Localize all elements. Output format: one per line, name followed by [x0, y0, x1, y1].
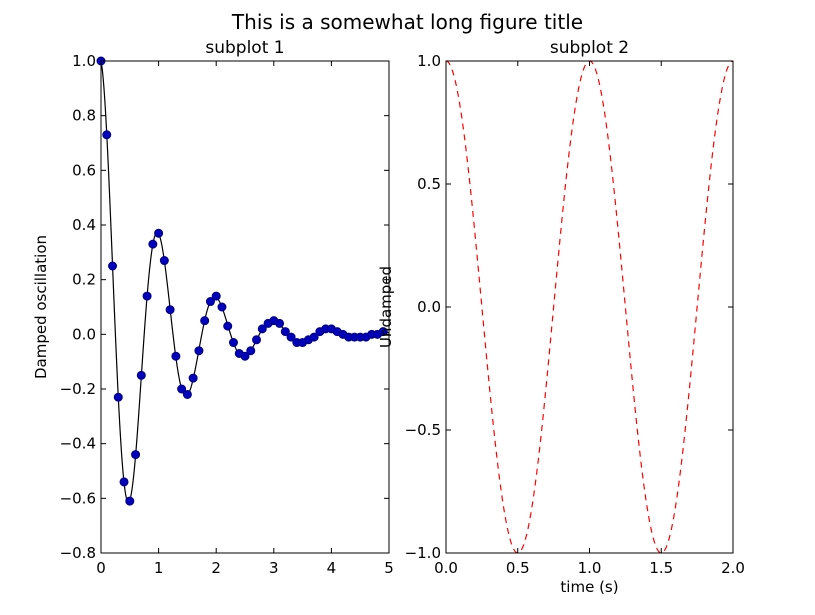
subplot-2-frame: [445, 60, 734, 554]
marker-point: [205, 297, 215, 307]
subplot-2-plot-area: [446, 61, 733, 553]
marker-point: [131, 450, 141, 460]
x-tick-label: 4: [327, 559, 337, 577]
marker-point: [165, 305, 175, 315]
subplot-1-title: subplot 1: [205, 38, 284, 58]
marker-point: [240, 351, 250, 361]
marker-point: [108, 261, 118, 271]
marker-point: [194, 346, 204, 356]
x-tick-label: 2.0: [721, 559, 745, 577]
subplot-1-ylabel: Damped oscillation: [32, 235, 50, 379]
marker-point: [177, 384, 187, 394]
x-tick-label: 5: [384, 559, 394, 577]
y-tick-label: 0.5: [417, 175, 441, 193]
subplot-2-title: subplot 2: [550, 38, 629, 58]
y-tick-label: 0.2: [72, 271, 96, 289]
marker-point: [200, 316, 210, 326]
marker-point: [154, 228, 164, 238]
y-tick-label: 0.8: [72, 107, 96, 125]
y-tick-label: 0.4: [72, 216, 96, 234]
y-tick-label: 0.0: [417, 298, 441, 316]
y-tick-label: −0.5: [405, 421, 441, 439]
marker-point: [228, 338, 238, 348]
x-tick-label: 0.0: [434, 559, 458, 577]
y-tick-label: 1.0: [72, 52, 96, 70]
marker-point: [223, 321, 233, 331]
marker-point: [171, 351, 181, 361]
y-tick-label: −0.4: [60, 435, 96, 453]
marker-point: [246, 346, 256, 356]
y-tick-label: −0.8: [60, 544, 96, 562]
subplot-1: subplot 1 Damped oscillation 0 1 2 3 4 5 −0.8 −…: [32, 38, 394, 577]
subplot-2: subplot 2 Undamped time (s) 0.0 0.5 1.0 1.5…: [377, 38, 745, 596]
marker-point: [286, 332, 296, 342]
x-tick-label: 1.5: [649, 559, 673, 577]
subplot-1-plot-area: [101, 61, 389, 553]
y-tick-label: −0.6: [60, 489, 96, 507]
marker-point: [113, 392, 123, 402]
x-tick-label: 1: [154, 559, 164, 577]
subplot-1-series-layer: [96, 56, 390, 506]
marker-point: [217, 302, 227, 312]
y-tick-label: −1.0: [405, 544, 441, 562]
subplot-2-xlabel: time (s): [560, 578, 618, 596]
marker-point: [142, 291, 152, 301]
y-tick-label: 0.0: [72, 325, 96, 343]
marker-point: [182, 389, 192, 399]
marker-point: [119, 477, 129, 487]
marker-point: [275, 318, 285, 328]
y-tick-label: 0.6: [72, 161, 96, 179]
subplot-2-ylabel: Undamped: [377, 266, 395, 348]
subplot-2-ticks-layer: 0.0 0.5 1.0 1.5 2.0 −1.0 −0.5 0.0 0.5 1.0: [405, 52, 745, 577]
figure-suptitle: This is a somewhat long figure title: [231, 10, 583, 34]
marker-point: [148, 239, 158, 249]
subplot-1-frame: [100, 60, 390, 554]
marker-point: [378, 327, 388, 337]
marker-point: [211, 291, 221, 301]
x-tick-label: 3: [269, 559, 279, 577]
marker-point: [159, 256, 169, 266]
y-tick-label: 1.0: [417, 52, 441, 70]
marker-point: [280, 327, 290, 337]
marker-point: [125, 496, 135, 506]
x-tick-label: 0: [96, 559, 106, 577]
marker-point: [309, 332, 319, 342]
marker-point: [257, 324, 267, 334]
subplot-1-ticks-layer: 0 1 2 3 4 5 −0.8 −0.6 −0.4 −0.2 0.0 0.2 0.4 0.6 0.8 1.0: [60, 52, 394, 577]
x-tick-label: 0.5: [506, 559, 530, 577]
x-tick-label: 2: [211, 559, 221, 577]
marker-point: [188, 373, 198, 383]
marker-point: [102, 130, 112, 140]
x-tick-label: 1.0: [578, 559, 602, 577]
marker-point: [252, 335, 262, 345]
y-tick-label: −0.2: [60, 380, 96, 398]
marker-point: [136, 370, 146, 380]
